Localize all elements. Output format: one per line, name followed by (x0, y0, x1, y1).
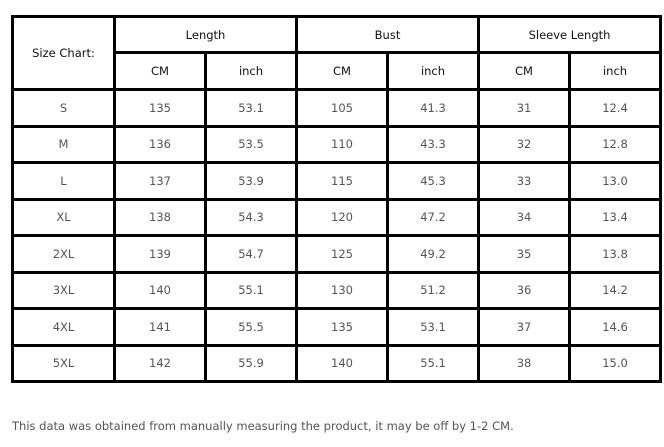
value-cell: 139 (113, 234, 207, 274)
size-cell: 5XL (11, 343, 116, 383)
value-cell: 110 (295, 124, 390, 164)
size-cell: L (11, 161, 116, 201)
value-cell: 33 (477, 161, 572, 201)
value-cell: 142 (113, 343, 207, 383)
value-cell: 53.1 (203, 88, 299, 128)
group-header-length: Length (112, 15, 299, 54)
value-cell: 14.2 (568, 270, 663, 310)
size-cell: 4XL (11, 307, 116, 347)
size-cell: S (11, 88, 116, 128)
measurement-note: This data was obtained from manually mea… (12, 419, 514, 433)
value-cell: 12.8 (568, 124, 663, 164)
value-cell: 115 (295, 161, 390, 201)
value-cell: 47.2 (386, 197, 481, 237)
value-cell: 55.1 (203, 270, 299, 310)
value-cell: 135 (113, 88, 207, 128)
value-cell: 41.3 (386, 88, 481, 128)
size-cell: 2XL (11, 234, 116, 274)
value-cell: 13.0 (568, 161, 663, 201)
value-cell: 31 (477, 88, 572, 128)
header-row-units: CM inch CM inch CM inch (13, 51, 663, 91)
value-cell: 51.2 (386, 270, 481, 310)
corner-label: Size Chart: (11, 15, 116, 91)
value-cell: 15.0 (568, 343, 663, 383)
value-cell: 38 (477, 343, 572, 383)
value-cell: 135 (295, 307, 390, 347)
value-cell: 49.2 (386, 234, 481, 274)
value-cell: 36 (477, 270, 572, 310)
value-cell: 32 (477, 124, 572, 164)
value-cell: 140 (295, 343, 390, 383)
value-cell: 141 (113, 307, 207, 347)
unit-header: inch (568, 51, 663, 91)
unit-header: inch (386, 51, 481, 91)
value-cell: 120 (295, 197, 390, 237)
size-cell: M (11, 124, 116, 164)
value-cell: 43.3 (386, 124, 481, 164)
size-cell: 3XL (11, 270, 116, 310)
value-cell: 35 (477, 234, 572, 274)
value-cell: 136 (113, 124, 207, 164)
value-cell: 130 (295, 270, 390, 310)
unit-header: inch (203, 51, 299, 91)
group-header-sleeve-length: Sleeve Length (477, 15, 663, 54)
value-cell: 12.4 (568, 88, 663, 128)
value-cell: 125 (295, 234, 390, 274)
group-header-bust: Bust (295, 15, 481, 54)
table-row: 3XL 140 55.1 130 51.2 36 14.2 (11, 270, 663, 310)
table-row: 5XL 142 55.9 140 55.1 38 15.0 (11, 343, 663, 383)
table-row: XL 138 54.3 120 47.2 34 13.4 (11, 197, 663, 237)
table-row: M 136 53.5 110 43.3 32 12.8 (11, 124, 663, 164)
size-chart-table: Size Chart: Length Bust Sleeve Length CM… (11, 15, 663, 383)
table-row: 2XL 139 54.7 125 49.2 35 13.8 (11, 234, 663, 274)
table-row: 4XL 141 55.5 135 53.1 37 14.6 (11, 307, 663, 347)
value-cell: 13.4 (568, 197, 663, 237)
value-cell: 37 (477, 307, 572, 347)
value-cell: 45.3 (386, 161, 481, 201)
value-cell: 54.3 (203, 197, 299, 237)
value-cell: 54.7 (203, 234, 299, 274)
value-cell: 14.6 (568, 307, 663, 347)
value-cell: 55.1 (386, 343, 481, 383)
value-cell: 138 (113, 197, 207, 237)
unit-header: CM (295, 51, 390, 91)
value-cell: 55.5 (203, 307, 299, 347)
value-cell: 53.5 (203, 124, 299, 164)
table-row: L 137 53.9 115 45.3 33 13.0 (11, 161, 663, 201)
value-cell: 53.1 (386, 307, 481, 347)
value-cell: 55.9 (203, 343, 299, 383)
unit-header: CM (113, 51, 207, 91)
table-row: S 135 53.1 105 41.3 31 12.4 (11, 88, 663, 128)
value-cell: 53.9 (203, 161, 299, 201)
value-cell: 140 (113, 270, 207, 310)
value-cell: 34 (477, 197, 572, 237)
unit-header: CM (477, 51, 572, 91)
size-cell: XL (11, 197, 116, 237)
value-cell: 137 (113, 161, 207, 201)
value-cell: 105 (295, 88, 390, 128)
header-row-groups: Size Chart: Length Bust Sleeve Length (11, 15, 663, 91)
value-cell: 13.8 (568, 234, 663, 274)
